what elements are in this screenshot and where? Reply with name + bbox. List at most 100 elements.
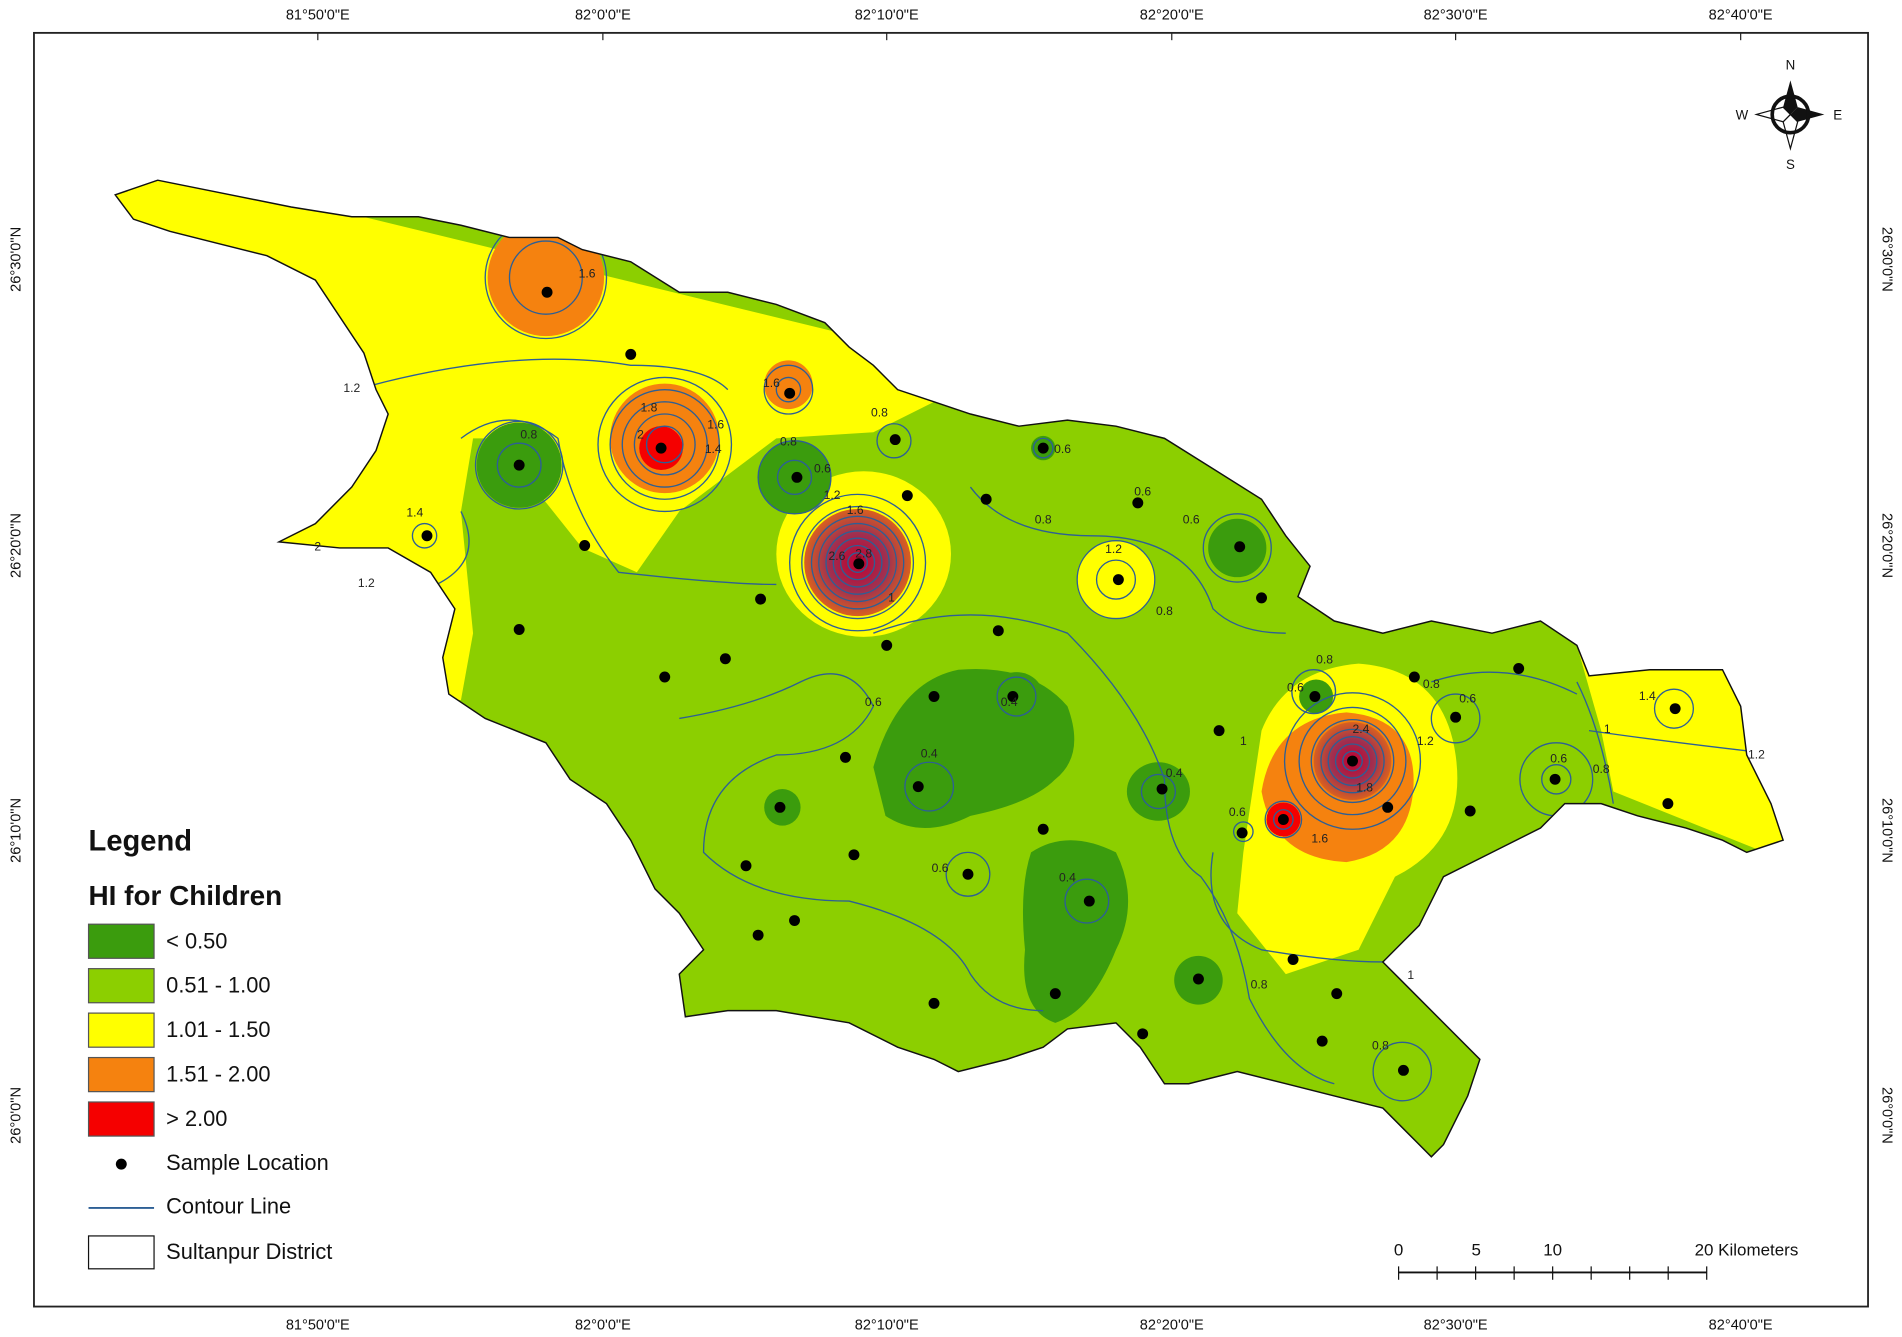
contour <box>1320 728 1385 794</box>
sample-location <box>840 751 851 763</box>
sample-location <box>1156 783 1168 795</box>
sample-location <box>1331 988 1343 1000</box>
contour <box>621 401 708 488</box>
sample-location <box>901 490 913 502</box>
contour-label: 1 <box>1407 968 1414 982</box>
sample-location <box>541 286 553 298</box>
legend-dot <box>115 1158 127 1170</box>
lon-label: 82°20'0"E <box>1140 1318 1204 1334</box>
contour-label: 0.4 <box>1059 871 1076 885</box>
sample-location <box>1037 442 1049 454</box>
contour <box>1310 718 1395 804</box>
sample-location <box>928 691 940 702</box>
contour <box>832 537 883 588</box>
lon-label: 82°10'0"E <box>855 1318 919 1334</box>
contour-label: 2 <box>314 539 321 553</box>
sample-location <box>655 442 667 454</box>
lon-label: 82°0'0"E <box>575 1318 631 1334</box>
contour <box>1232 821 1254 843</box>
contour <box>1064 878 1110 924</box>
sample-location <box>928 997 940 1009</box>
sample-location <box>1277 814 1289 825</box>
contour <box>1140 773 1177 810</box>
legend-sample: Sample Location <box>166 1150 329 1175</box>
contour <box>1076 539 1156 620</box>
contour-label: 1.6 <box>1311 832 1328 846</box>
contour <box>904 761 955 812</box>
lat-label: 26°20'0"N <box>9 513 25 578</box>
contour <box>969 486 1286 634</box>
contour-labels: 1.6 1.2 1.8 2 1.6 1.4 1.6 0.8 0.6 1.2 1.6 2.6 2.8 0.8… <box>314 267 1765 1053</box>
contour <box>1431 671 1578 695</box>
sample-location <box>881 639 893 651</box>
lat-label: 26°30'0"N <box>1879 227 1895 292</box>
surface-zone <box>764 360 813 410</box>
sample-location <box>1316 1035 1328 1047</box>
sample-location <box>513 459 525 471</box>
contour-label: 0.8 <box>1156 604 1173 618</box>
contour-label: 1.2 <box>824 488 841 502</box>
sample-location <box>774 801 786 813</box>
sample-location <box>992 625 1004 637</box>
legend-swatch <box>87 1012 155 1048</box>
contour <box>1372 1041 1433 1102</box>
sample-location <box>625 348 637 360</box>
contour <box>810 515 905 610</box>
lon-label: 81°50'0"E <box>286 1318 350 1334</box>
legend-label: > 2.00 <box>166 1106 227 1131</box>
legend: Legend HI for Children < 0.50 0.51 - 1.00… <box>87 825 332 1270</box>
sample-location <box>1450 711 1462 723</box>
sample-location <box>1049 988 1061 1000</box>
scale-label: 0 <box>1394 1240 1403 1259</box>
contour <box>645 425 684 464</box>
contour <box>1653 688 1695 729</box>
legend-label: 0.51 - 1.00 <box>166 973 270 998</box>
contour-label: 0.8 <box>1251 978 1268 992</box>
contour-label: 2.6 <box>829 549 846 563</box>
contour-label: 1.6 <box>763 376 780 390</box>
contour-label: 2 <box>637 427 644 441</box>
contour-label: 0.8 <box>780 435 797 449</box>
sample-location <box>1513 663 1525 674</box>
contour-label: 0.8 <box>1035 513 1052 527</box>
contour <box>873 614 1335 1085</box>
sample-location <box>848 849 860 861</box>
contour-label: 1.2 <box>1417 734 1434 748</box>
contour-label: 1.6 <box>579 267 596 281</box>
sample-location <box>1382 801 1394 813</box>
lat-label: 26°30'0"N <box>9 227 25 292</box>
contour-label: 0.8 <box>1593 762 1610 776</box>
contour-label: 2.8 <box>855 547 872 561</box>
surface-zone <box>873 668 1075 829</box>
sample-location <box>659 671 671 683</box>
legend-swatch <box>87 968 155 1004</box>
contour-label: 1.2 <box>1748 748 1765 762</box>
sample-location <box>752 929 764 941</box>
legend-swatch <box>87 923 155 959</box>
lon-label: 82°10'0"E <box>855 7 919 23</box>
contour <box>633 413 696 476</box>
sample-location <box>1213 725 1225 737</box>
lon-label: 81°50'0"E <box>286 7 350 23</box>
north-arrow: N S E W <box>1736 57 1843 172</box>
legend-label: 1.01 - 1.50 <box>166 1017 270 1042</box>
sample-locations <box>421 286 1681 1076</box>
sample-location <box>1083 895 1095 907</box>
scale-label: 20 Kilometers <box>1695 1240 1799 1259</box>
contour-label: 0.6 <box>1054 442 1071 456</box>
lon-label: 82°30'0"E <box>1424 1318 1488 1334</box>
graticule-labels: 81°50'0"E 82°0'0"E 82°10'0"E 82°20'0"E 82°30… <box>9 7 1895 1333</box>
sample-location <box>755 593 767 605</box>
contour <box>1264 800 1303 839</box>
sample-location <box>740 860 752 872</box>
sample-location <box>980 493 992 505</box>
contour <box>1342 750 1363 772</box>
sample-location <box>1132 497 1144 509</box>
contour <box>763 364 814 415</box>
legend-contour: Contour Line <box>166 1194 291 1219</box>
contour-label: 1.6 <box>707 418 724 432</box>
contour <box>1298 706 1407 816</box>
sample-location <box>1549 773 1561 785</box>
contour-label: 1.4 <box>705 442 722 456</box>
contour <box>839 544 876 581</box>
